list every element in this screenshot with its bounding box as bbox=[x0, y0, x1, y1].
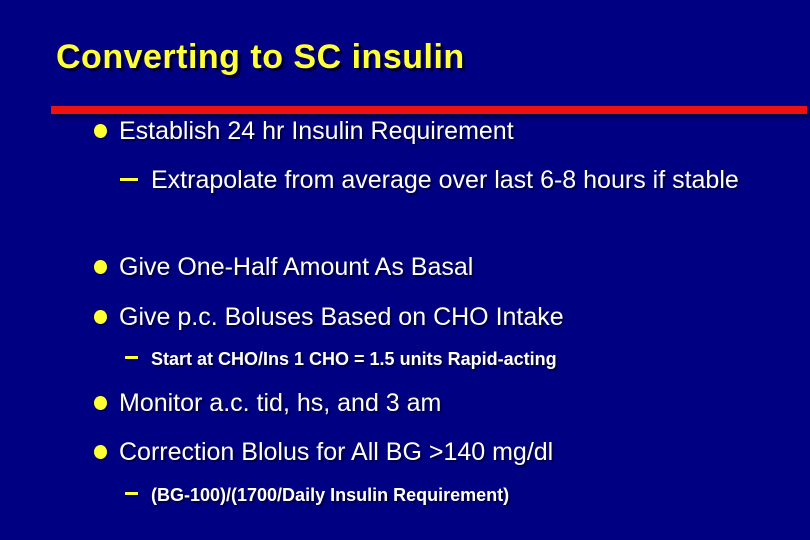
bullet-dot-icon bbox=[94, 124, 107, 138]
sub-bullet-item: Extrapolate from average over last 6-8 h… bbox=[120, 165, 741, 196]
sub-bullet-item: (BG-100)/(1700/Daily Insulin Requirement… bbox=[125, 484, 509, 506]
sub-bullet-text: Start at CHO/Ins 1 CHO = 1.5 units Rapid… bbox=[151, 349, 557, 369]
bullet-dot-icon bbox=[94, 310, 107, 324]
dash-bullet-icon bbox=[125, 492, 138, 495]
bullet-dot-icon bbox=[94, 396, 107, 410]
bullet-dot-icon bbox=[94, 445, 107, 459]
bullet-item: Correction Blolus for All BG >140 mg/dl bbox=[94, 437, 553, 468]
bullet-text: Establish 24 hr Insulin Requirement bbox=[119, 117, 514, 145]
bullet-dot-icon bbox=[94, 260, 107, 274]
dash-bullet-icon bbox=[125, 356, 138, 359]
bullet-text: Give One-Half Amount As Basal bbox=[119, 253, 474, 281]
bullet-text: Correction Blolus for All BG >140 mg/dl bbox=[119, 438, 554, 466]
bullet-text: Give p.c. Boluses Based on CHO Intake bbox=[119, 303, 564, 331]
bullet-item: Give One-Half Amount As Basal bbox=[94, 252, 473, 283]
dash-bullet-icon bbox=[120, 178, 138, 181]
bullet-item: Give p.c. Boluses Based on CHO Intake bbox=[94, 302, 564, 333]
bullet-text: Monitor a.c. tid, hs, and 3 am bbox=[119, 389, 442, 417]
sub-bullet-item: Start at CHO/Ins 1 CHO = 1.5 units Rapid… bbox=[125, 348, 557, 370]
bullet-item: Monitor a.c. tid, hs, and 3 am bbox=[94, 388, 441, 419]
bullet-item: Establish 24 hr Insulin Requirement bbox=[94, 116, 514, 147]
sub-bullet-text: (BG-100)/(1700/Daily Insulin Requirement… bbox=[151, 485, 510, 505]
title-divider-line bbox=[51, 106, 807, 114]
slide-title: Converting to SC insulin bbox=[56, 38, 465, 76]
sub-bullet-text: Extrapolate from average over last 6-8 h… bbox=[151, 166, 739, 194]
